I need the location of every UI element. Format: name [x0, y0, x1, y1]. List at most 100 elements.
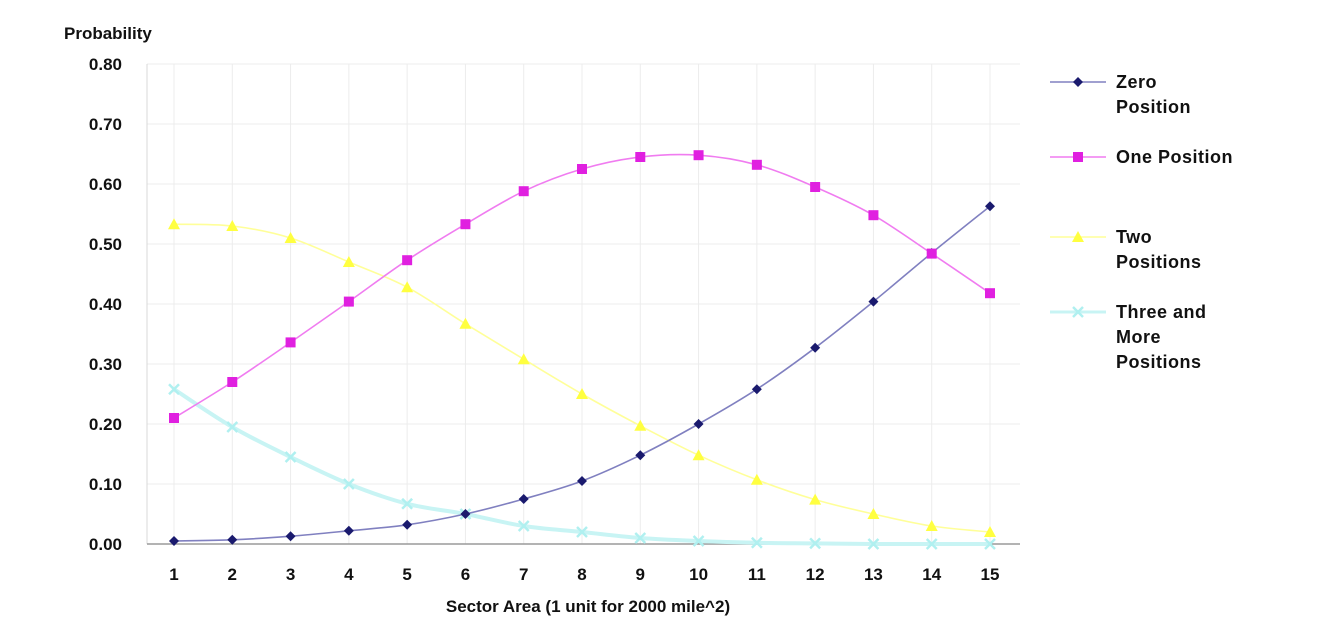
data-point-zero-position — [169, 536, 179, 546]
data-point-one-position — [460, 219, 471, 230]
y-tick-label: 0.20 — [89, 415, 122, 434]
data-point-three-and-more-positions — [925, 538, 938, 550]
data-point-one-position — [518, 186, 529, 197]
legend-label: Three and — [1116, 302, 1207, 322]
series-one-position — [169, 150, 995, 423]
legend: Zero Position One Position Two Positions Thre… — [1050, 72, 1233, 372]
marker-stroke — [342, 478, 355, 490]
data-point-one-position — [402, 255, 413, 266]
data-point-three-and-more-positions — [692, 535, 705, 547]
x-axis-title: Sector Area (1 unit for 2000 mile^2) — [446, 597, 730, 616]
legend-label: Zero — [1116, 72, 1157, 92]
data-point-one-position — [810, 182, 821, 192]
data-point-two-positions — [809, 493, 822, 505]
marker-stroke — [925, 538, 938, 550]
x-tick-label: 7 — [519, 565, 528, 584]
y-tick-label: 0.50 — [89, 235, 122, 254]
legend-label: Positions — [1116, 252, 1202, 272]
legend-swatch-marker — [1072, 306, 1084, 318]
marker-stroke — [809, 537, 822, 550]
x-tick-label: 11 — [748, 565, 766, 584]
y-tick-labels: 0.00 0.10 0.20 0.30 0.40 0.50 0.60 0.70 0.80 — [89, 55, 122, 554]
data-point-three-and-more-positions — [517, 520, 530, 532]
data-point-two-positions — [226, 220, 239, 231]
marker-stroke — [401, 497, 414, 510]
data-point-three-and-more-positions — [284, 451, 297, 463]
y-tick-label: 0.70 — [89, 115, 122, 134]
legend-label: More — [1116, 327, 1161, 347]
series-line-zero-position — [173, 205, 991, 542]
data-point-zero-position — [285, 531, 296, 542]
data-point-zero-position — [460, 509, 471, 519]
data-point-one-position — [285, 337, 296, 348]
legend-item-zero-position: Zero Position — [1050, 72, 1191, 117]
data-point-zero-position — [577, 476, 587, 486]
series-three-and-more-positions — [168, 383, 996, 550]
legend-item-two-positions: Two Positions — [1050, 227, 1202, 272]
legend-label: Two — [1116, 227, 1152, 247]
marker-stroke — [750, 536, 763, 549]
data-point-zero-position — [343, 525, 354, 536]
legend-swatch-marker — [1073, 152, 1083, 162]
series-line-three-and-more-positions — [172, 387, 990, 547]
data-point-zero-position — [810, 342, 821, 353]
data-point-three-and-more-positions — [401, 497, 414, 510]
legend-label: Position — [1116, 97, 1191, 117]
x-tick-label: 8 — [577, 565, 586, 584]
x-tick-labels: 1 2 3 4 5 6 7 8 9 10 11 12 13 14 15 — [169, 565, 999, 584]
marker-stroke — [867, 538, 880, 550]
data-point-two-positions — [634, 419, 647, 431]
data-point-zero-position — [868, 296, 879, 307]
legend-item-one-position: One Position — [1050, 147, 1233, 167]
data-point-three-and-more-positions — [226, 421, 239, 433]
legend-swatch-marker — [1073, 77, 1083, 87]
x-tick-label: 4 — [344, 565, 354, 584]
data-point-one-position — [868, 210, 879, 221]
data-point-zero-position — [751, 384, 762, 395]
data-point-two-positions — [750, 473, 763, 485]
marker-stroke — [984, 538, 996, 550]
marker-stroke — [168, 383, 180, 396]
x-tick-label: 15 — [981, 565, 1000, 584]
marker-stroke — [576, 526, 588, 538]
x-tick-label: 5 — [402, 565, 411, 584]
data-point-zero-position — [985, 201, 995, 212]
x-tick-label: 1 — [169, 565, 178, 584]
data-point-one-position — [693, 150, 704, 161]
data-point-three-and-more-positions — [984, 538, 996, 550]
series-two-positions — [168, 218, 996, 537]
data-point-three-and-more-positions — [867, 538, 880, 550]
data-point-two-positions — [284, 232, 297, 243]
data-point-three-and-more-positions — [342, 478, 355, 490]
data-point-three-and-more-positions — [576, 526, 588, 538]
data-point-three-and-more-positions — [809, 537, 822, 550]
marker-stroke — [1072, 306, 1084, 318]
data-point-one-position — [985, 288, 995, 299]
data-point-two-positions — [517, 353, 530, 365]
data-point-one-position — [343, 296, 354, 307]
data-point-zero-position — [693, 419, 704, 429]
data-point-one-position — [577, 164, 587, 174]
x-tick-label: 2 — [228, 565, 237, 584]
data-point-one-position — [751, 159, 762, 170]
legend-item-three-and-more-positions: Three and More Positions — [1050, 302, 1207, 372]
y-tick-label: 0.80 — [89, 55, 122, 74]
gridlines — [147, 63, 1020, 544]
legend-swatch-marker — [1072, 231, 1084, 242]
x-tick-label: 9 — [636, 565, 645, 584]
marker-stroke — [226, 421, 239, 433]
x-tick-label: 12 — [806, 565, 825, 584]
y-tick-label: 0.00 — [89, 535, 122, 554]
data-point-two-positions — [692, 449, 705, 461]
data-point-three-and-more-positions — [634, 532, 647, 544]
x-tick-label: 6 — [461, 565, 470, 584]
y-axis-title: Probability — [64, 24, 152, 43]
marker-stroke — [517, 520, 530, 532]
data-point-zero-position — [518, 494, 529, 504]
marker-stroke — [284, 451, 297, 463]
data-point-zero-position — [227, 534, 238, 545]
data-point-two-positions — [984, 526, 996, 537]
data-point-three-and-more-positions — [750, 536, 763, 549]
data-point-two-positions — [168, 218, 180, 230]
